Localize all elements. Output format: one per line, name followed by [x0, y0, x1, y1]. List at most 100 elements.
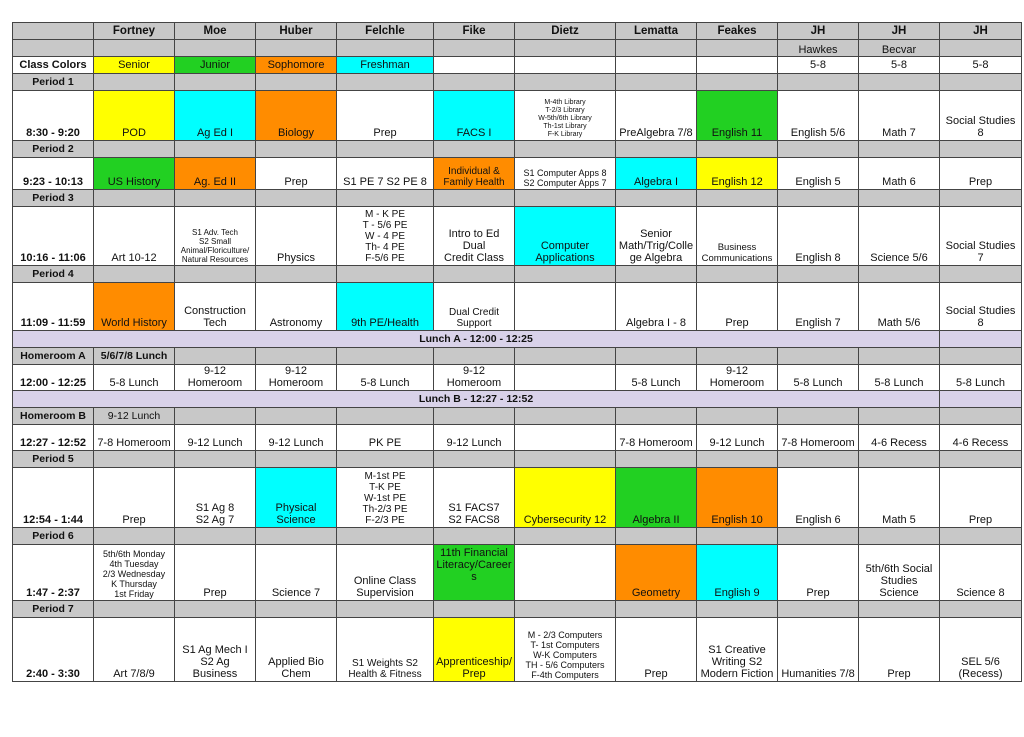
- subheader-cell: [696, 39, 778, 57]
- class-cell: 9-12 Homeroom: [696, 364, 778, 391]
- class-cell-text: Senior Math/Trig/Colle ge Algebra: [618, 228, 694, 264]
- period-time: 10:16 - 11:06: [12, 206, 94, 266]
- teacher-name: Fortney: [93, 22, 175, 40]
- class-cell: Social Studies 8: [939, 90, 1022, 141]
- teacher-header-row: Fortney Moe Huber Felchle Fike Dietz Lem…: [12, 22, 1022, 40]
- subheader-cell: [174, 39, 256, 57]
- subheader-cell: [336, 39, 434, 57]
- jh-grade-range: 5-8: [777, 56, 859, 74]
- class-cell: Senior Math/Trig/Colle ge Algebra: [615, 206, 697, 266]
- legend-freshman: Freshman: [336, 56, 434, 74]
- class-cell: Social Studies 7: [939, 206, 1022, 266]
- teacher-subname: Hawkes: [777, 39, 859, 57]
- class-cell: 4-6 Recess: [858, 424, 940, 451]
- period-row: 2:40 - 3:30 Art 7/8/9 S1 Ag Mech I S2 Ag…: [12, 617, 1022, 682]
- class-cell: English 9: [696, 544, 778, 601]
- class-cell: Apprenticeship/ Prep: [433, 617, 515, 682]
- class-cell-text: Physical Science: [275, 502, 317, 526]
- period-time: 8:30 - 9:20: [12, 90, 94, 141]
- class-cell: US History: [93, 157, 175, 190]
- class-cell-text: M - K PE T - 5/6 PE W - 4 PE Th- 4 PE F-…: [362, 209, 408, 264]
- homeroom-a-note: 5/6/7/8 Lunch: [93, 347, 175, 365]
- period-time: 11:09 - 11:59: [12, 282, 94, 331]
- class-cell: English 6: [777, 467, 859, 528]
- period-row: 11:09 - 11:59 World History Construction…: [12, 282, 1022, 331]
- class-cell: Business Communications: [696, 206, 778, 266]
- class-cell: Astronomy: [255, 282, 337, 331]
- class-cell: 9-12 Lunch: [174, 424, 256, 451]
- class-cell: S1 PE 7 S2 PE 8: [336, 157, 434, 190]
- class-cell: 7-8 Homeroom: [777, 424, 859, 451]
- period-row: 9:23 - 10:13 US History Ag. Ed II Prep S…: [12, 157, 1022, 190]
- period-label: Period 2: [12, 140, 94, 158]
- class-cell-text: 11th Financial Literacy/Career s: [436, 547, 512, 583]
- class-cell: 7-8 Homeroom: [615, 424, 697, 451]
- class-cell: [514, 424, 616, 451]
- class-cell: [514, 282, 616, 331]
- subheader-cell: [255, 39, 337, 57]
- subheader-cell: [514, 39, 616, 57]
- class-cell: M - 2/3 Computers T- 1st Computers W-K C…: [514, 617, 616, 682]
- class-cell-text: Apprenticeship/ Prep: [436, 656, 512, 680]
- class-cell: S1 Computer Apps 8 S2 Computer Apps 7: [514, 157, 616, 190]
- class-cell: 5-8 Lunch: [615, 364, 697, 391]
- class-cell: 9-12 Lunch: [433, 424, 515, 451]
- teacher-name: JH: [858, 22, 940, 40]
- teacher-name: Feakes: [696, 22, 778, 40]
- class-cell: Algebra II: [615, 467, 697, 528]
- class-cell: Math 7: [858, 90, 940, 141]
- class-cell: Applied Bio Chem: [255, 617, 337, 682]
- class-cell-text: Individual & Family Health: [443, 166, 505, 188]
- class-cell: 5-8 Lunch: [93, 364, 175, 391]
- period-label-row: Period 2: [12, 140, 1022, 158]
- class-cell: English 5: [777, 157, 859, 190]
- class-cell: 5-8 Lunch: [939, 364, 1022, 391]
- period-row: 1:47 - 2:37 5th/6th Monday 4th Tuesday 2…: [12, 544, 1022, 601]
- class-cell-text: M-1st PE T-K PE W-1st PE Th-2/3 PE F-2/3…: [362, 471, 408, 526]
- class-cell: Math 6: [858, 157, 940, 190]
- period-label-row: Period 6: [12, 527, 1022, 545]
- class-cell: 9-12 Homeroom: [174, 364, 256, 391]
- class-cell: World History: [93, 282, 175, 331]
- class-cell-text: 5th/6th Social Studies Science: [865, 563, 933, 599]
- jh-grade-range: 5-8: [939, 56, 1022, 74]
- class-cell: [514, 544, 616, 601]
- class-cell-text: Intro to Ed Dual Credit Class: [444, 228, 504, 264]
- class-cell: S1 Ag Mech I S2 Ag Business: [174, 617, 256, 682]
- subheader-cell: [615, 39, 697, 57]
- class-cell: English 12: [696, 157, 778, 190]
- class-cell: S1 Creative Writing S2 Modern Fiction: [696, 617, 778, 682]
- class-cell-text: SEL 5/6 (Recess): [958, 656, 1003, 680]
- class-cell: S1 Ag 8 S2 Ag 7: [174, 467, 256, 528]
- class-cell-text: 5th/6th Monday 4th Tuesday 2/3 Wednesday…: [102, 549, 166, 599]
- period-row: 12:54 - 1:44 Prep S1 Ag 8 S2 Ag 7 Physic…: [12, 467, 1022, 528]
- class-cell: Biology: [255, 90, 337, 141]
- class-cell-text: M - 2/3 Computers T- 1st Computers W-K C…: [525, 630, 605, 680]
- class-cell: 9-12 Homeroom: [255, 364, 337, 391]
- class-cell: Art 7/8/9: [93, 617, 175, 682]
- class-cell: SEL 5/6 (Recess): [939, 617, 1022, 682]
- legend-junior: Junior: [174, 56, 256, 74]
- class-cell: Computer Applications: [514, 206, 616, 266]
- period-label-row: Period 4: [12, 265, 1022, 283]
- period-row: 10:16 - 11:06 Art 10-12 S1 Adv. Tech S2 …: [12, 206, 1022, 266]
- period-label-row: Period 5: [12, 450, 1022, 468]
- class-cell: English 7: [777, 282, 859, 331]
- period-time: 12:00 - 12:25: [12, 364, 94, 391]
- class-cell: 9-12 Homeroom: [433, 364, 515, 391]
- class-colors-row: Class Colors Senior Junior Sophomore Fre…: [12, 56, 1022, 74]
- class-cell: Prep: [255, 157, 337, 190]
- period-label: Period 5: [12, 450, 94, 468]
- class-cell-text: S1 Adv. Tech S2 Small Animal/Floricultur…: [180, 228, 250, 264]
- class-cell-text: S1 Creative Writing S2 Modern Fiction: [700, 644, 774, 680]
- class-cell: Prep: [93, 467, 175, 528]
- class-cell: 11th Financial Literacy/Career s: [433, 544, 515, 601]
- subheader-cell: [939, 39, 1022, 57]
- teacher-subheader-row: Hawkes Becvar: [12, 39, 1022, 57]
- class-cell: Math 5: [858, 467, 940, 528]
- class-cell: Prep: [696, 282, 778, 331]
- class-cell-text: Construction Tech: [184, 305, 246, 329]
- schedule-table: Fortney Moe Huber Felchle Fike Dietz Lem…: [12, 22, 1022, 682]
- homeroom-a-label-row: Homeroom A 5/6/7/8 Lunch: [12, 347, 1022, 365]
- class-cell: Art 10-12: [93, 206, 175, 266]
